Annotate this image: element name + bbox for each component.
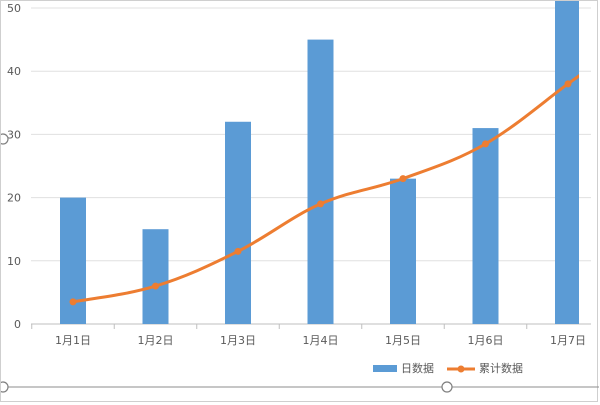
bar[interactable]: [473, 128, 499, 324]
bar[interactable]: [390, 179, 416, 324]
legend-label: 累计数据: [479, 361, 523, 375]
x-axis: 1月1日 1月2日 1月3日 1月4日 1月5日 1月6日 1月7日: [32, 324, 600, 347]
line-point[interactable]: [482, 140, 489, 147]
selection-handles: [1, 134, 599, 392]
line-point[interactable]: [70, 298, 77, 305]
line-point[interactable]: [317, 200, 324, 207]
line-point[interactable]: [565, 80, 572, 87]
resize-handle[interactable]: [1, 382, 8, 392]
x-tick-label: 1月7日: [550, 334, 586, 347]
bar[interactable]: [225, 122, 251, 324]
bar[interactable]: [555, 1, 581, 324]
legend-swatch-marker: [458, 366, 465, 373]
y-tick-label: 50: [7, 2, 21, 15]
y-tick-label: 20: [7, 192, 21, 205]
legend: 日数据 累计数据: [373, 361, 523, 375]
line-point[interactable]: [152, 283, 159, 290]
x-tick-label: 1月1日: [55, 334, 91, 347]
legend-swatch-bar: [373, 365, 397, 372]
x-tick-label: 1月4日: [303, 334, 339, 347]
line-point[interactable]: [235, 248, 242, 255]
bar[interactable]: [308, 40, 334, 324]
gridlines: 0 10 20 30 40 50: [7, 2, 591, 331]
x-tick-label: 1月6日: [468, 334, 504, 347]
y-tick-label: 0: [14, 318, 21, 331]
y-tick-label: 30: [7, 128, 21, 141]
bar-series: [60, 1, 581, 324]
x-tick-label: 1月2日: [138, 334, 174, 347]
line-point[interactable]: [400, 175, 407, 182]
bar[interactable]: [143, 229, 169, 324]
y-tick-label: 10: [7, 255, 21, 268]
x-tick-label: 1月3日: [220, 334, 256, 347]
resize-handle[interactable]: [1, 134, 8, 144]
x-tick-label: 1月5日: [385, 334, 421, 347]
resize-handle[interactable]: [442, 382, 452, 392]
y-tick-label: 40: [7, 65, 21, 78]
legend-label: 日数据: [401, 361, 434, 375]
